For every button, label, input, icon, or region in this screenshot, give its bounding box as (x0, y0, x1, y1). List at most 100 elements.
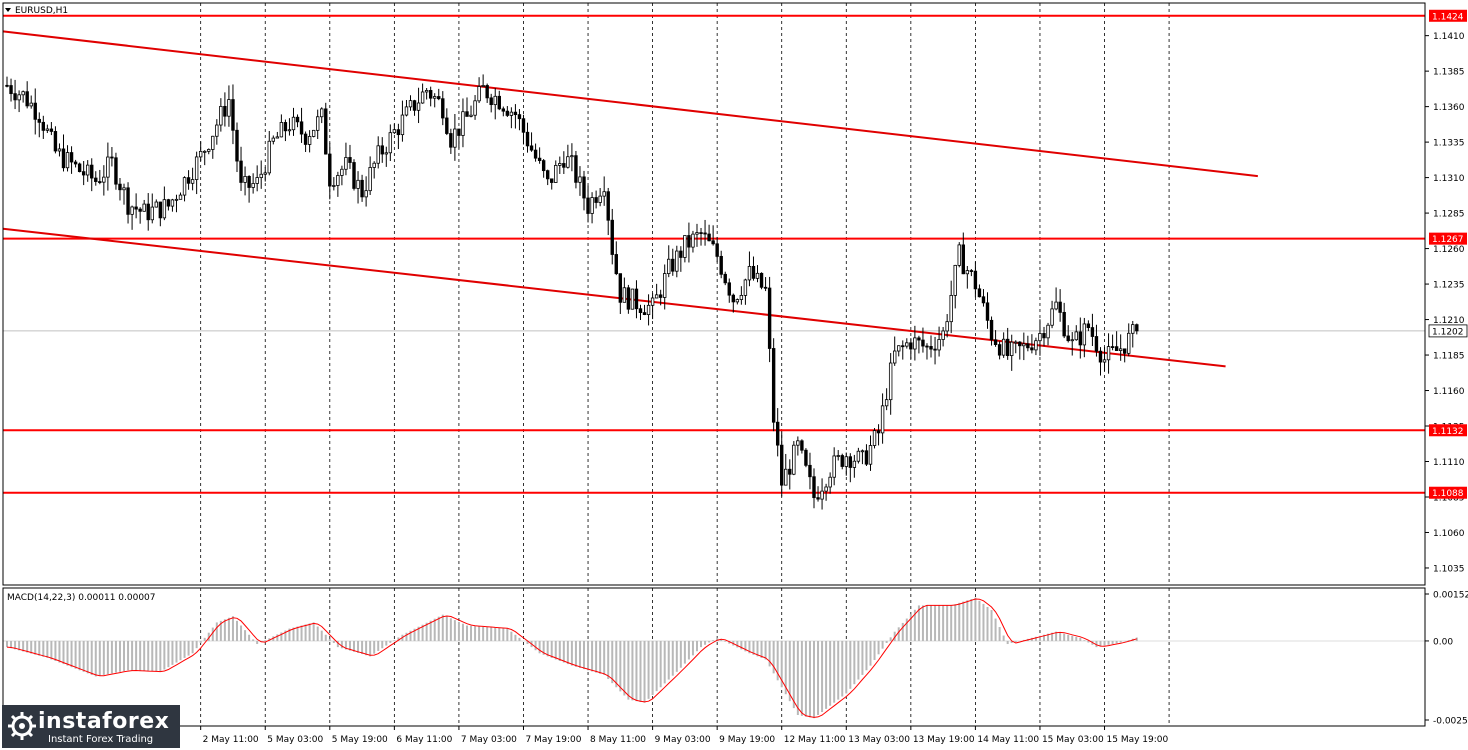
time-tick-label: 7 May 03:00 (461, 735, 517, 745)
horizontal-levels (3, 14, 1425, 494)
channel-line (2, 227, 1226, 368)
current-price-box (1428, 324, 1468, 338)
candle-body (707, 233, 711, 242)
candle (775, 408, 780, 457)
candle-body (977, 288, 982, 298)
candle (856, 447, 861, 464)
candle (336, 171, 340, 197)
candle-body (1030, 347, 1034, 351)
candle-body (400, 114, 405, 136)
candle (235, 122, 239, 173)
candle-body (675, 250, 679, 272)
candle-body (162, 199, 167, 219)
candle (182, 176, 187, 202)
candle-body (1018, 341, 1022, 347)
candle (283, 119, 288, 142)
candle (457, 128, 461, 149)
candle (654, 283, 659, 299)
candle-body (638, 308, 643, 313)
price-tick-label: 1.1410 (1433, 32, 1465, 42)
candle (263, 167, 267, 182)
candle-body (424, 90, 429, 93)
candle-body (77, 163, 82, 173)
candle-body (420, 91, 425, 104)
candle-body (73, 161, 78, 165)
time-tick-label: 13 May 19:00 (913, 735, 975, 745)
candle (162, 186, 167, 221)
candle (49, 122, 54, 136)
candle-body (808, 464, 812, 478)
candle (917, 335, 921, 354)
candle (412, 99, 417, 116)
candle-body (65, 152, 70, 169)
candle (808, 452, 812, 490)
candle-body (61, 148, 66, 169)
candle (13, 79, 17, 110)
candle (602, 176, 606, 206)
candle (784, 453, 788, 486)
candle-body (828, 476, 832, 488)
candle (449, 128, 453, 154)
candle (408, 95, 413, 111)
candle-body (582, 176, 586, 199)
candle (352, 159, 356, 191)
candle-body (493, 95, 497, 106)
candle (719, 250, 723, 279)
candle-body (1094, 336, 1099, 352)
candle-body (340, 168, 344, 176)
candle-body (933, 348, 937, 351)
candle-body (622, 287, 627, 303)
candle (525, 122, 530, 153)
candle-body (788, 468, 792, 475)
candle-body (150, 206, 154, 221)
current-price-label: 1.1202 (1432, 327, 1464, 337)
candle-body (465, 111, 469, 117)
candle-body (727, 282, 731, 296)
candle (437, 88, 441, 101)
candle-body (566, 156, 570, 168)
candle (299, 107, 304, 143)
candle (1074, 325, 1078, 341)
candle (65, 145, 70, 172)
candle-body (513, 111, 518, 116)
time-tick-label: 5 May 03:00 (267, 735, 323, 745)
candle-body (441, 98, 445, 119)
candle (679, 246, 683, 272)
candle (578, 166, 582, 196)
candle (792, 441, 796, 476)
candle-body (836, 455, 840, 457)
symbol-label: EURUSD,H1 (5, 6, 68, 16)
candle (537, 147, 542, 164)
candle-body (533, 149, 538, 159)
candle (759, 272, 764, 290)
candle (190, 167, 195, 191)
candle-body (404, 106, 409, 116)
candle-body (215, 124, 219, 137)
candle-body (1131, 324, 1135, 334)
candle (227, 85, 231, 127)
candle (582, 170, 586, 211)
candle-body (5, 84, 9, 87)
chart-frame (2, 2, 1426, 727)
candle-body (969, 270, 974, 272)
candle (820, 478, 824, 510)
candle (380, 137, 384, 163)
candle (388, 124, 393, 162)
candle (796, 436, 800, 456)
candle-body (186, 177, 191, 184)
candle-body (146, 203, 150, 221)
candle-body (328, 153, 332, 187)
candle-body (848, 456, 853, 468)
candle (198, 141, 203, 162)
candle-body (1086, 323, 1091, 328)
candle-body (235, 129, 239, 162)
candle-body (102, 176, 106, 183)
collapse-triangle-icon[interactable] (5, 8, 11, 12)
candle (554, 160, 558, 183)
candle-body (598, 195, 602, 203)
candle (1054, 287, 1058, 311)
time-tick-label: 9 May 03:00 (655, 735, 711, 745)
candle (638, 304, 643, 320)
candle (1106, 333, 1111, 374)
